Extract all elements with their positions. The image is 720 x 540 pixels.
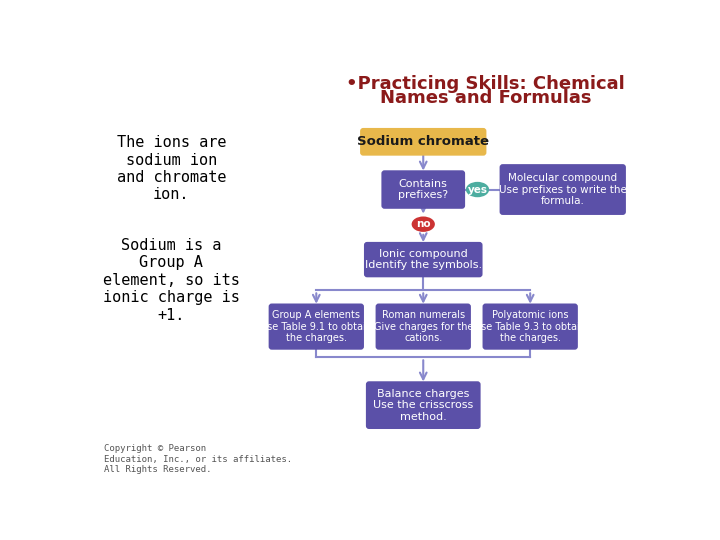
Text: Molecular compound
Use prefixes to write the
formula.: Molecular compound Use prefixes to write…: [499, 173, 626, 206]
FancyBboxPatch shape: [366, 381, 481, 429]
Text: •Practicing Skills: Chemical: •Practicing Skills: Chemical: [346, 75, 625, 93]
FancyBboxPatch shape: [500, 164, 626, 215]
Text: The ions are
sodium ion
and chromate
ion.: The ions are sodium ion and chromate ion…: [117, 135, 226, 202]
Text: Copyright © Pearson
Education, Inc., or its affiliates.
All Rights Reserved.: Copyright © Pearson Education, Inc., or …: [104, 444, 292, 474]
Text: Sodium chromate: Sodium chromate: [357, 136, 490, 148]
FancyBboxPatch shape: [482, 303, 578, 350]
Text: Contains
prefixes?: Contains prefixes?: [398, 179, 449, 200]
Text: yes: yes: [467, 185, 487, 194]
FancyBboxPatch shape: [360, 128, 487, 156]
Ellipse shape: [466, 182, 489, 197]
Text: Names and Formulas: Names and Formulas: [379, 89, 591, 107]
Text: Balance charges
Use the crisscross
method.: Balance charges Use the crisscross metho…: [373, 389, 473, 422]
FancyBboxPatch shape: [376, 303, 471, 350]
Text: Polyatomic ions
Use Table 9.3 to obtain
the charges.: Polyatomic ions Use Table 9.3 to obtain …: [474, 310, 586, 343]
FancyBboxPatch shape: [382, 170, 465, 209]
Text: no: no: [416, 219, 431, 229]
FancyBboxPatch shape: [269, 303, 364, 350]
Text: Group A elements
Use Table 9.1 to obtain
the charges.: Group A elements Use Table 9.1 to obtain…: [261, 310, 372, 343]
Text: Sodium is a
Group A
element, so its
ionic charge is
+1.: Sodium is a Group A element, so its ioni…: [103, 238, 240, 323]
Text: Roman numerals
Give charges for the
cations.: Roman numerals Give charges for the cati…: [374, 310, 473, 343]
Ellipse shape: [412, 217, 435, 232]
FancyBboxPatch shape: [364, 242, 482, 278]
Text: Ionic compound
Identify the symbols.: Ionic compound Identify the symbols.: [365, 249, 482, 271]
